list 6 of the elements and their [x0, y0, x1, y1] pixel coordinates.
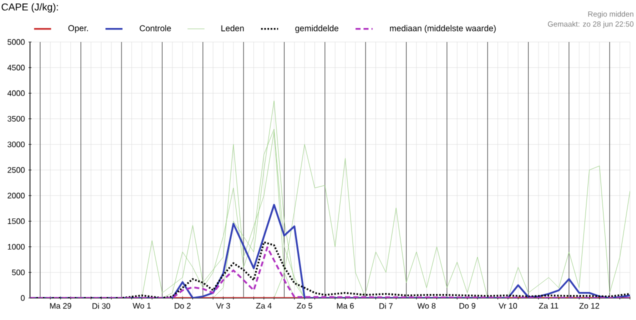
legend-label: Controle — [140, 25, 171, 32]
chart-title: CAPE (J/kg): — [2, 3, 58, 12]
legend-label: gemiddelde — [295, 25, 338, 33]
legend-label: mediaan (middelste waarde) — [390, 25, 496, 33]
legend-label: Oper. — [68, 25, 88, 33]
legend-label: Leden — [221, 25, 244, 32]
